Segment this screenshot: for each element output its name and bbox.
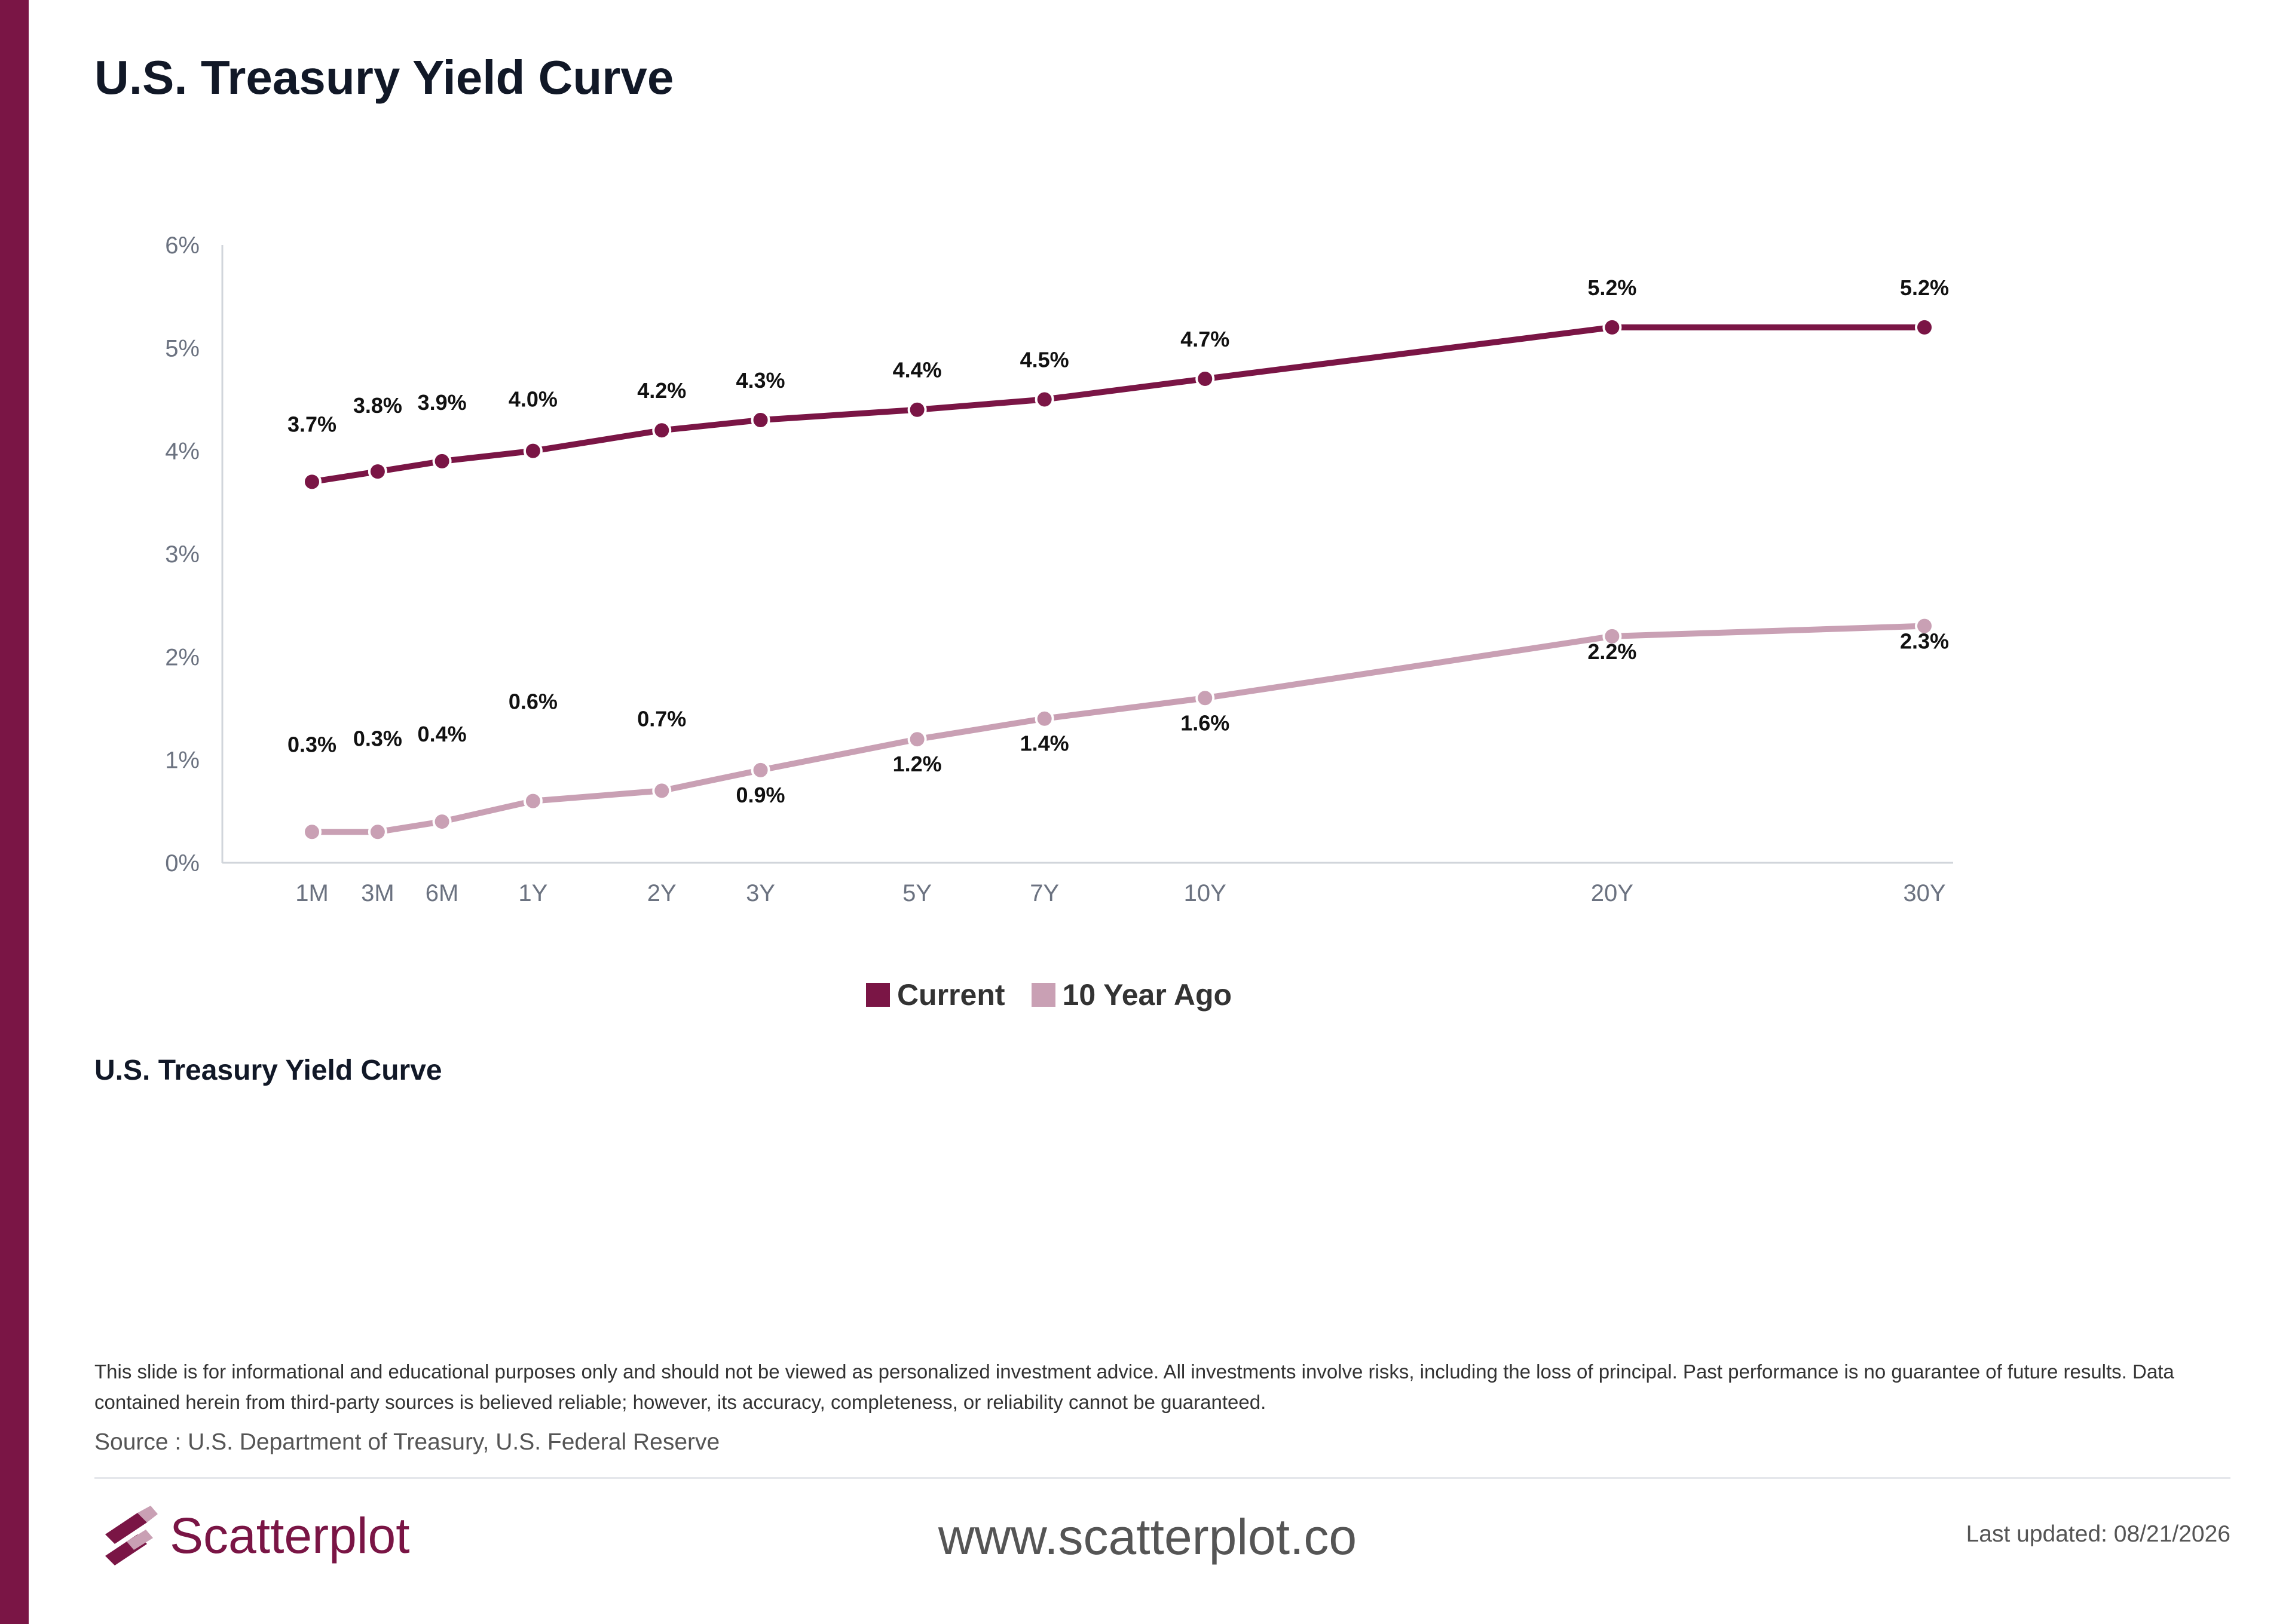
legend-item-current[interactable]: Current [865, 978, 1005, 1012]
legend-swatch-current [865, 983, 890, 1007]
legend-swatch-10-year-ago [1031, 983, 1055, 1007]
data-point [751, 760, 770, 780]
legend-item-10-year-ago[interactable]: 10 Year Ago [1031, 978, 1232, 1012]
data-point [302, 472, 322, 492]
data-label: 3.8% [353, 393, 402, 418]
data-label: 0.6% [509, 690, 558, 714]
data-point [1195, 688, 1215, 708]
x-tick-label: 1Y [518, 880, 547, 906]
data-label: 0.4% [418, 722, 467, 746]
data-point [1035, 390, 1054, 409]
y-tick-label: 6% [165, 232, 200, 259]
x-tick-label: 20Y [1591, 880, 1633, 906]
data-label: 5.2% [1587, 275, 1636, 300]
data-label: 0.7% [637, 706, 686, 731]
page-title: U.S. Treasury Yield Curve [94, 51, 674, 104]
data-point [1602, 626, 1622, 646]
disclaimer-text: This slide is for informational and educ… [94, 1361, 2174, 1413]
data-point [1915, 317, 1934, 337]
data-point [523, 791, 543, 811]
data-label: 0.3% [353, 726, 402, 750]
data-label: 0.9% [736, 783, 785, 807]
x-tick-label: 2Y [647, 880, 677, 906]
data-label: 1.4% [1020, 731, 1069, 756]
x-tick-label: 6M [426, 880, 459, 906]
data-label: 4.5% [1020, 348, 1069, 372]
y-tick-label: 3% [165, 541, 200, 568]
website-link[interactable]: www.scatterplot.co [938, 1509, 1357, 1565]
data-label: 4.7% [1180, 327, 1229, 351]
x-tick-label: 3Y [746, 880, 775, 906]
data-point [652, 781, 672, 801]
data-point [907, 400, 927, 419]
data-label: 3.9% [418, 390, 467, 415]
brand-logo[interactable]: Scatterplot [103, 1506, 410, 1565]
x-tick-label: 30Y [1903, 880, 1945, 906]
legend-label-current: Current [896, 978, 1005, 1012]
data-point [523, 441, 543, 461]
data-label: 2.2% [1587, 639, 1636, 664]
data-point [432, 812, 452, 832]
data-label: 4.0% [509, 387, 558, 412]
data-point [1915, 616, 1934, 636]
brand-name: Scatterplot [170, 1507, 410, 1564]
data-point [302, 822, 322, 842]
data-point [1602, 317, 1622, 337]
chart-caption-title: U.S. Treasury Yield Curve [94, 1055, 442, 1086]
y-tick-label: 0% [165, 850, 200, 877]
data-point [751, 410, 770, 430]
source-note: Source : U.S. Department of Treasury, U.… [94, 1429, 720, 1455]
data-label: 0.3% [287, 732, 336, 756]
y-tick-label: 1% [165, 747, 200, 774]
x-tick-label: 3M [361, 880, 394, 906]
data-label: 1.2% [893, 752, 942, 776]
footer-divider [94, 1477, 2230, 1479]
chart-legend: Current 10 Year Ago [0, 978, 2098, 1012]
series-line-10-year-ago [309, 623, 1927, 835]
data-point [432, 451, 452, 471]
data-point [368, 822, 387, 842]
scatterplot-logo-icon [105, 1506, 158, 1565]
last-updated: Last updated: 08/21/2026 [1966, 1521, 2230, 1547]
y-tick-label: 5% [165, 335, 200, 361]
data-label: 3.7% [287, 412, 336, 436]
data-label: 5.2% [1900, 275, 1949, 300]
y-tick-label: 4% [165, 439, 200, 465]
data-label: 1.6% [1180, 710, 1229, 735]
accent-bar [0, 0, 29, 1624]
x-tick-label: 5Y [902, 880, 932, 906]
yield-curve-chart: 0%1%2%3%4%5%6%1M 3M 6M 1Y 2Y 3Y 5Y 7Y 10Y 20Y 30Y … [165, 232, 1953, 906]
data-label: 4.2% [637, 378, 686, 403]
data-label: 4.3% [736, 368, 785, 393]
data-point [1195, 369, 1215, 389]
legend-label-10-year-ago: 10 Year Ago [1062, 978, 1232, 1012]
y-tick-label: 2% [165, 644, 200, 670]
x-tick-label: 7Y [1030, 880, 1059, 906]
data-point [907, 730, 927, 749]
data-label: 4.4% [893, 358, 942, 382]
x-tick-label: 10Y [1184, 880, 1226, 906]
data-point [1035, 709, 1054, 728]
data-label: 2.3% [1900, 629, 1949, 654]
data-point [368, 462, 387, 482]
x-tick-label: 1M [295, 880, 329, 906]
data-point [652, 421, 672, 440]
